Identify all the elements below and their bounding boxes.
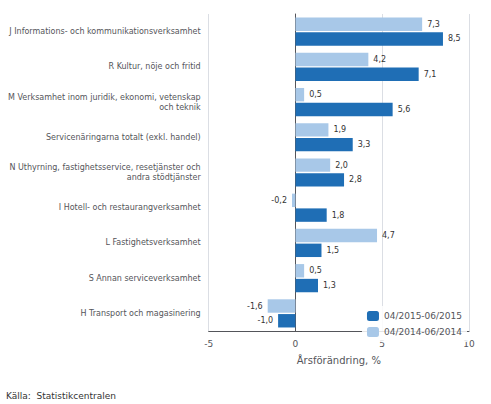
svg-text:Årsförändring, %: Årsförändring, %	[297, 354, 381, 366]
svg-text:7,1: 7,1	[424, 70, 437, 79]
svg-text:1,9: 1,9	[333, 125, 346, 134]
svg-text:-1,0: -1,0	[257, 316, 273, 325]
svg-text:M Verksamhet inom juridik, eko: M Verksamhet inom juridik, ekonomi, vete…	[8, 93, 201, 102]
svg-text:N Uthyrning, fastighetsservice: N Uthyrning, fastighetsservice, resetjän…	[9, 163, 200, 172]
svg-text:10: 10	[463, 338, 475, 349]
svg-text:R Kultur, nöje och fritid: R Kultur, nöje och fritid	[109, 62, 201, 71]
svg-text:Servicenäringarna totalt (exkl: Servicenäringarna totalt (exkl. handel)	[46, 133, 201, 142]
svg-text:-5: -5	[204, 339, 213, 349]
svg-text:1,8: 1,8	[332, 211, 345, 220]
svg-text:L Fastighetsverksamhet: L Fastighetsverksamhet	[105, 238, 200, 247]
svg-text:0: 0	[293, 339, 299, 349]
svg-text:2,8: 2,8	[349, 175, 362, 184]
svg-text:04/2014-06/2014: 04/2014-06/2014	[384, 327, 462, 337]
svg-text:S Annan serviceverksamhet: S Annan serviceverksamhet	[89, 274, 201, 283]
svg-text:2,0: 2,0	[335, 161, 348, 170]
svg-text:1,5: 1,5	[326, 246, 339, 255]
svg-text:Källa: Statistikcentralen: Källa: Statistikcentralen	[6, 391, 116, 401]
svg-text:H Transport och magasinering: H Transport och magasinering	[80, 309, 200, 318]
svg-text:-0,2: -0,2	[271, 196, 287, 205]
svg-text:I Hotell- och restaurangverksa: I Hotell- och restaurangverksamhet	[59, 203, 201, 212]
svg-text:5: 5	[379, 338, 386, 349]
svg-text:3,3: 3,3	[358, 140, 371, 149]
svg-text:0,5: 0,5	[309, 90, 322, 99]
svg-text:1,3: 1,3	[323, 281, 336, 290]
svg-text:-1,6: -1,6	[247, 302, 263, 311]
svg-text:4,2: 4,2	[373, 55, 386, 64]
svg-text:5,6: 5,6	[398, 105, 411, 114]
svg-text:04/2015-06/2015: 04/2015-06/2015	[384, 311, 462, 321]
svg-text:4,7: 4,7	[382, 231, 395, 240]
svg-text:8,5: 8,5	[448, 34, 461, 43]
svg-text:0,5: 0,5	[309, 266, 322, 275]
svg-text:7,3: 7,3	[427, 20, 440, 29]
svg-text:andra stödtjänster: andra stödtjänster	[127, 173, 202, 182]
svg-text:J Informations- och kommunikat: J Informations- och kommunikationsverksa…	[8, 27, 200, 36]
svg-text:och teknik: och teknik	[159, 103, 201, 112]
